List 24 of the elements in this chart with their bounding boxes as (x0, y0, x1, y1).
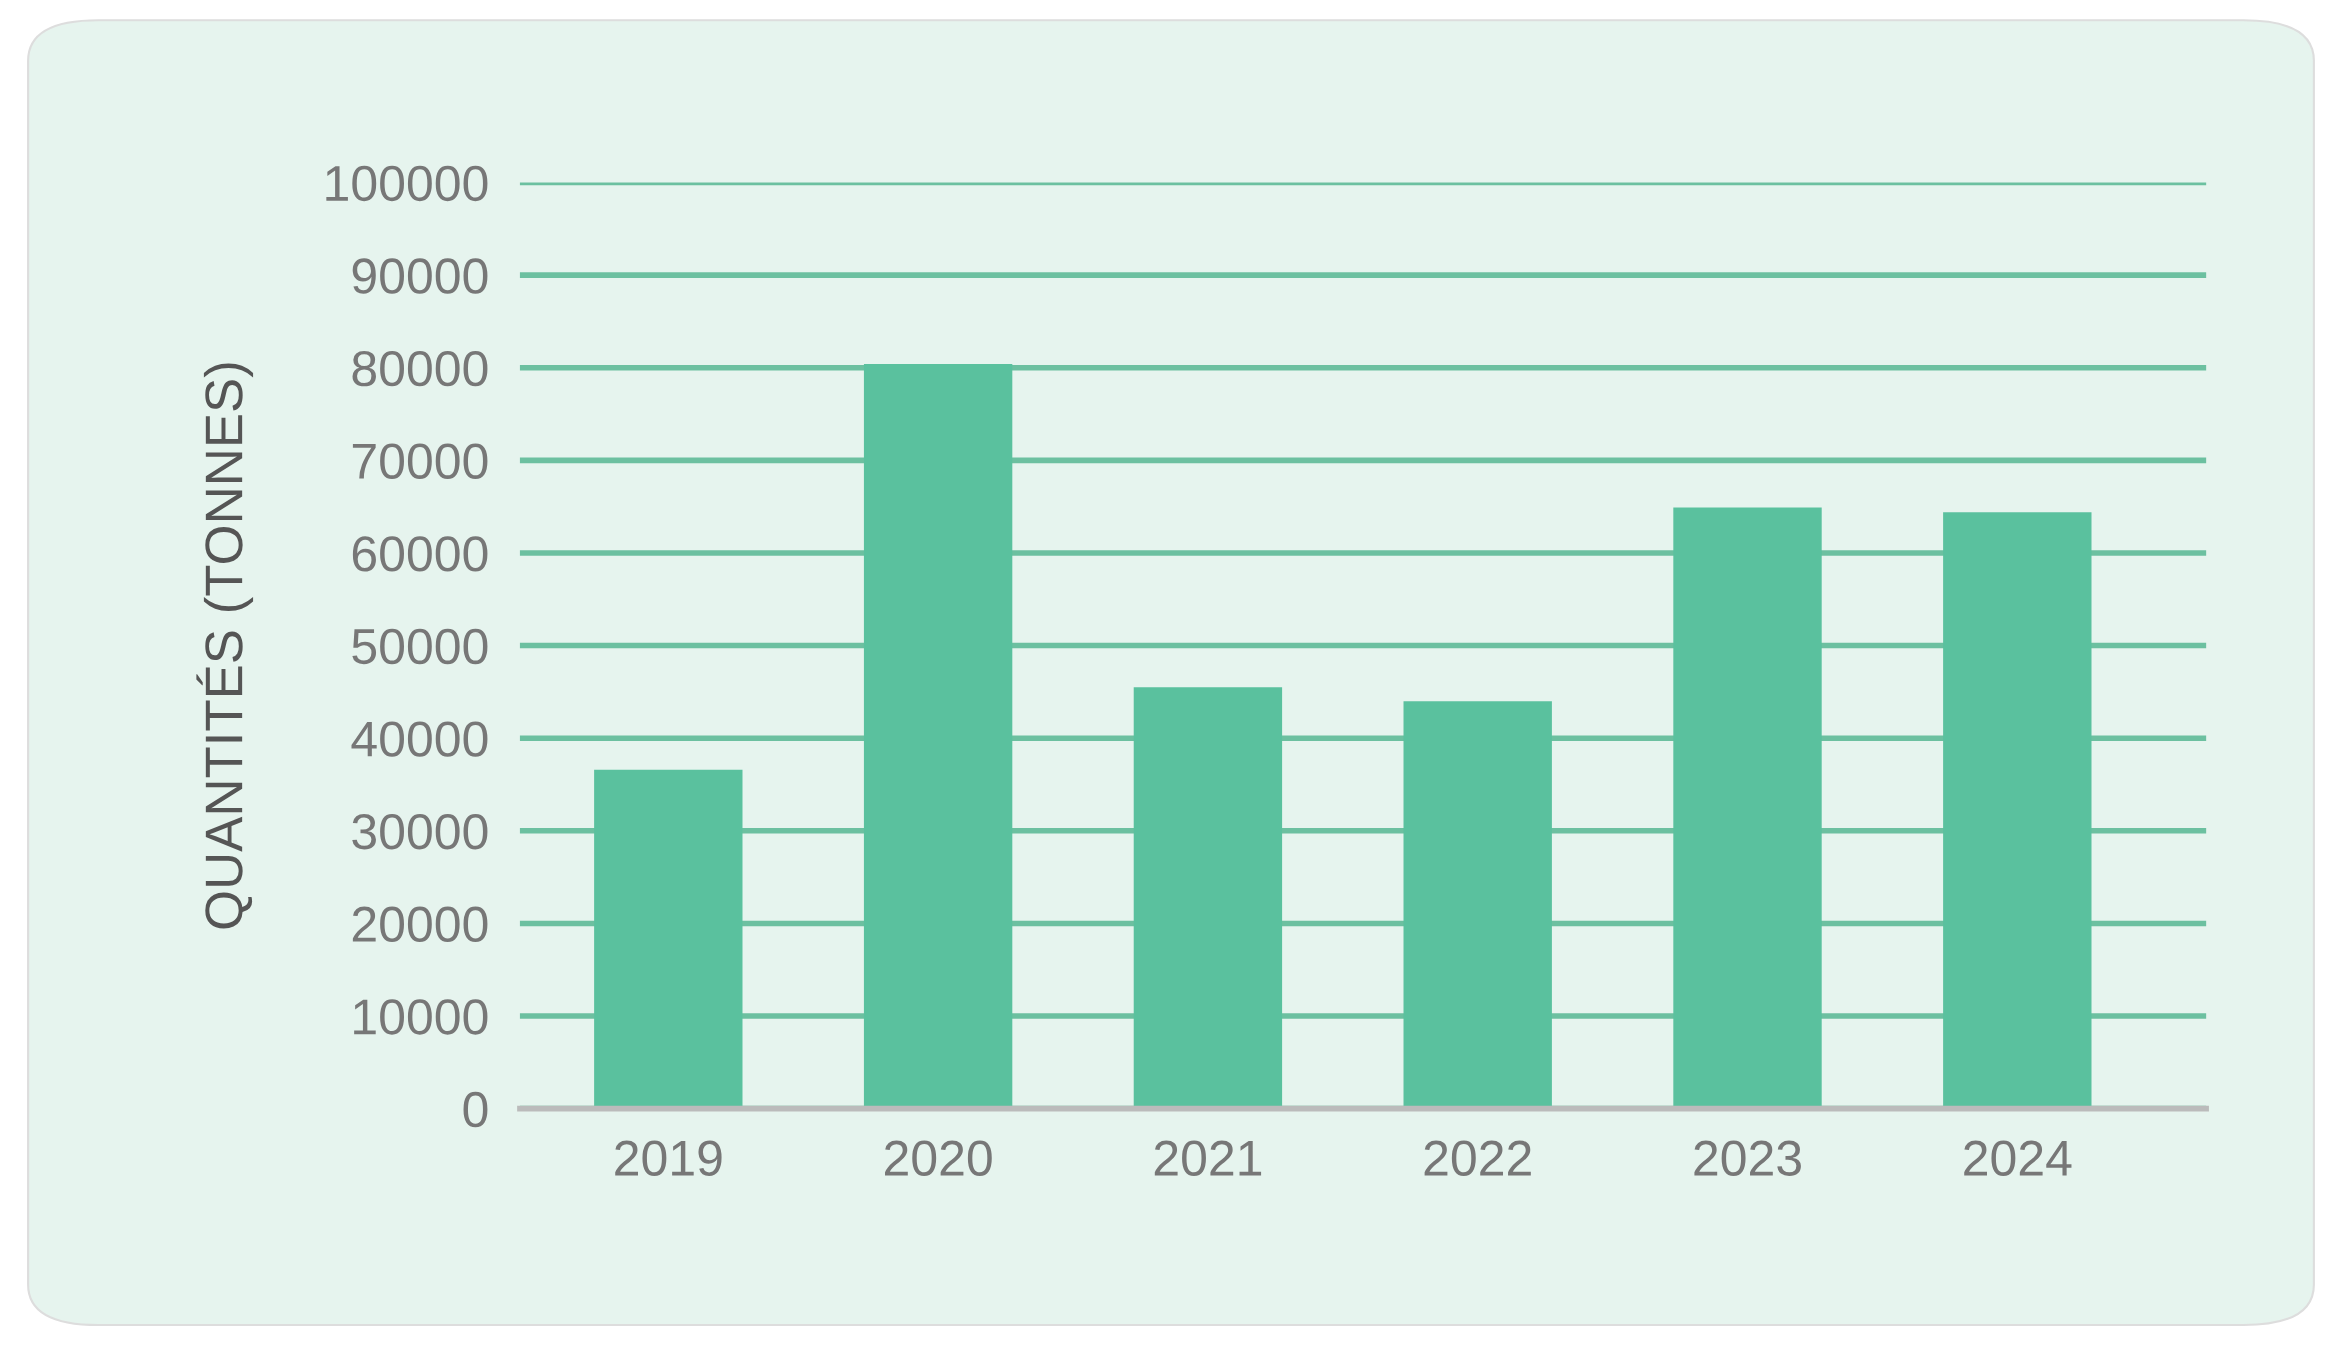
x-tick-label: 2024 (1964, 1140, 2072, 1176)
bar (1403, 701, 1552, 1109)
y-tick-label: 30000 (352, 814, 488, 850)
y-tick-label: 50000 (352, 628, 488, 665)
y-tick-label: 90000 (352, 258, 488, 294)
y-tick-label: 80000 (352, 350, 488, 387)
y-tick-label: 20000 (352, 906, 488, 943)
y-tick-label: 10000 (354, 999, 488, 1035)
bar (594, 769, 743, 1109)
bar (863, 364, 1013, 1109)
y-tick-label: 0 (463, 1091, 488, 1128)
y-tick-label: 60000 (352, 536, 488, 572)
x-tick-label: 2023 (1694, 1140, 1801, 1176)
bar (1673, 507, 1822, 1109)
x-tick-label: 2022 (1424, 1140, 1531, 1176)
x-tick-label: 2020 (885, 1140, 992, 1176)
y-axis-title: QUANTITÉS (TONNES) (196, 363, 254, 929)
y-tick-label: 100000 (326, 165, 488, 202)
x-tick-label: 2021 (1154, 1140, 1262, 1176)
y-tick-label: 70000 (352, 443, 488, 479)
bar (1943, 512, 2092, 1109)
y-tick-label: 40000 (351, 721, 488, 757)
bar (1133, 687, 1283, 1109)
x-tick-label: 2019 (615, 1140, 722, 1176)
